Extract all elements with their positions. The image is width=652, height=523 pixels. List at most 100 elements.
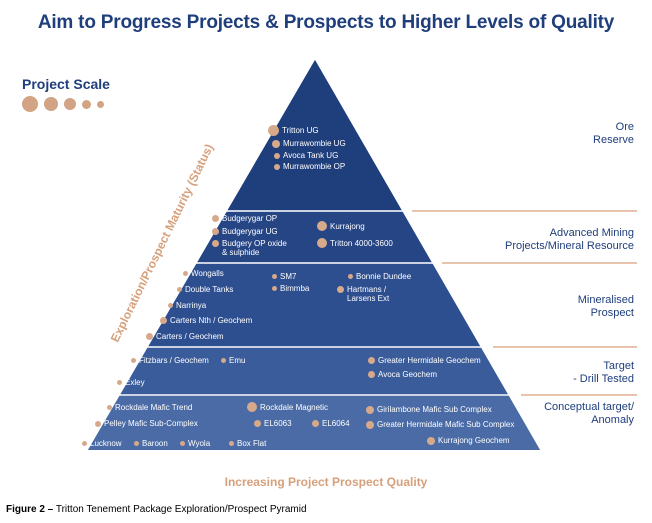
- project-dot: [268, 125, 279, 136]
- project-dot: [95, 420, 101, 427]
- project-dot: [177, 287, 182, 292]
- project-dot: [317, 238, 327, 248]
- stage-conceptual-target: Conceptual target/ Anomaly: [544, 401, 634, 426]
- project-label: Murrawombie UG: [283, 139, 346, 148]
- project-label: Greater Hermidale Mafic Sub Complex: [377, 420, 515, 429]
- project-label: Carters / Geochem: [156, 332, 224, 341]
- project-tritton-4000: Tritton 4000-3600: [317, 238, 393, 248]
- project-label: Hartmans / Larsens Ext: [347, 285, 390, 303]
- project-dot: [272, 286, 277, 291]
- project-label: Wyola: [188, 439, 211, 448]
- project-dot: [134, 441, 139, 446]
- project-budgerygar-ug: Budgerygar UG: [212, 227, 278, 236]
- project-carters: Carters / Geochem: [146, 332, 224, 341]
- project-label: Avoca Geochem: [378, 370, 437, 379]
- project-dot: [229, 441, 234, 446]
- project-budgerygar-op: Budgerygar OP: [212, 214, 277, 223]
- page-title: Aim to Progress Projects & Prospects to …: [37, 12, 615, 33]
- project-dot: [272, 274, 277, 279]
- project-sm7: SM7: [272, 272, 296, 281]
- project-label: Budgery OP oxide & sulphide: [222, 239, 287, 257]
- project-girilambone: Girilambone Mafic Sub Complex: [366, 405, 492, 414]
- project-dot: [348, 274, 353, 279]
- project-el6063: EL6063: [254, 419, 292, 428]
- project-wyola: Wyola: [180, 439, 210, 448]
- project-label: Tritton 4000-3600: [330, 238, 393, 248]
- project-dot: [368, 371, 375, 378]
- project-dot: [272, 139, 280, 148]
- figure-caption-text: Tritton Tenement Package Exploration/Pro…: [53, 504, 307, 515]
- project-dot: [168, 303, 173, 308]
- project-dot: [317, 221, 327, 231]
- project-label: Carters Nth / Geochem: [170, 316, 253, 325]
- project-box-flat: Box Flat: [229, 439, 266, 448]
- project-label: Budgerygar OP: [222, 214, 278, 223]
- x-axis-label: Increasing Project Prospect Quality: [224, 475, 428, 489]
- project-el6064: EL6064: [312, 419, 350, 428]
- project-greater-hermidale-geochem: Greater Hermidale Geochem: [368, 356, 481, 365]
- project-dot: [180, 441, 185, 446]
- project-dot: [312, 420, 319, 427]
- project-label: SM7: [280, 272, 297, 281]
- project-label: Kurrajong Geochem: [438, 436, 510, 445]
- project-dot: [131, 358, 136, 363]
- project-lucknow: Lucknow: [82, 439, 122, 448]
- project-label: Baroon: [142, 439, 168, 448]
- stage-target-drill-tested: Target - Drill Tested: [573, 360, 634, 385]
- project-label: Bimmba: [280, 284, 310, 293]
- project-tritton-ug: Tritton UG: [268, 125, 319, 136]
- project-label: Rockdale Magnetic: [260, 402, 329, 412]
- project-kurrajong: Kurrajong: [317, 221, 365, 231]
- project-bonnie-dundee: Bonnie Dundee: [348, 272, 411, 281]
- stage-advanced-mining: Advanced Mining Projects/Mineral Resourc…: [505, 227, 634, 252]
- project-emu: Emu: [221, 356, 245, 365]
- project-label: EL6063: [264, 419, 292, 428]
- figure-number: Figure 2 –: [6, 504, 54, 515]
- project-dot: [117, 380, 122, 385]
- project-dot: [337, 286, 344, 293]
- project-label: Box Flat: [237, 439, 267, 448]
- project-dot: [183, 271, 188, 276]
- project-hartmans-larsens: Hartmans / Larsens Ext: [337, 285, 389, 303]
- stage-mineralised-prospect: Mineralised Prospect: [577, 294, 634, 319]
- project-label: Fitzbars / Geochem: [139, 356, 209, 365]
- project-label: Avoca Tank UG: [283, 151, 339, 160]
- project-murrawombie-op: Murrawombie OP: [274, 162, 345, 171]
- project-dot: [146, 333, 153, 340]
- project-label: Narrinya: [176, 301, 207, 310]
- project-dot: [212, 215, 219, 222]
- scale-dot-s: [82, 100, 91, 109]
- project-label: Tritton UG: [282, 126, 319, 135]
- project-dot: [274, 163, 280, 170]
- project-budgery-op: Budgery OP oxide & sulphide: [212, 239, 287, 257]
- project-label: Budgerygar UG: [222, 227, 278, 236]
- project-narrinya: Narrinya: [168, 301, 206, 310]
- project-kurrajong-geochem: Kurrajong Geochem: [427, 436, 510, 445]
- project-dot: [368, 357, 375, 364]
- project-baroon: Baroon: [134, 439, 168, 448]
- tier-mineralised: [88, 264, 540, 346]
- project-dot: [212, 228, 219, 235]
- figure-caption: Figure 2 – Tritton Tenement Package Expl…: [6, 504, 307, 515]
- project-dot: [254, 420, 261, 427]
- project-dot: [212, 240, 219, 247]
- project-label: Girilambone Mafic Sub Complex: [377, 405, 492, 414]
- project-label: Greater Hermidale Geochem: [378, 356, 481, 365]
- project-dot: [366, 420, 374, 429]
- project-label: Exley: [125, 378, 145, 387]
- project-dot: [366, 405, 374, 414]
- project-wongalls: Wongalls: [183, 269, 224, 278]
- project-scale-label: Project Scale: [22, 76, 110, 92]
- project-rockdale-mafic-trend: Rockdale Mafic Trend: [107, 403, 192, 412]
- project-dot: [160, 317, 167, 324]
- stage-ore-reserve: Ore Reserve: [593, 121, 634, 146]
- project-label: Emu: [229, 356, 246, 365]
- scale-dot-xl: [22, 96, 38, 112]
- project-fitzbars: Fitzbars / Geochem: [131, 356, 209, 365]
- project-dot: [247, 402, 257, 412]
- scale-dot-m: [64, 98, 76, 110]
- project-exley: Exley: [117, 378, 145, 387]
- project-label: Bonnie Dundee: [356, 272, 412, 281]
- project-bimmba: Bimmba: [272, 284, 309, 293]
- project-label: Rockdale Mafic Trend: [115, 403, 193, 412]
